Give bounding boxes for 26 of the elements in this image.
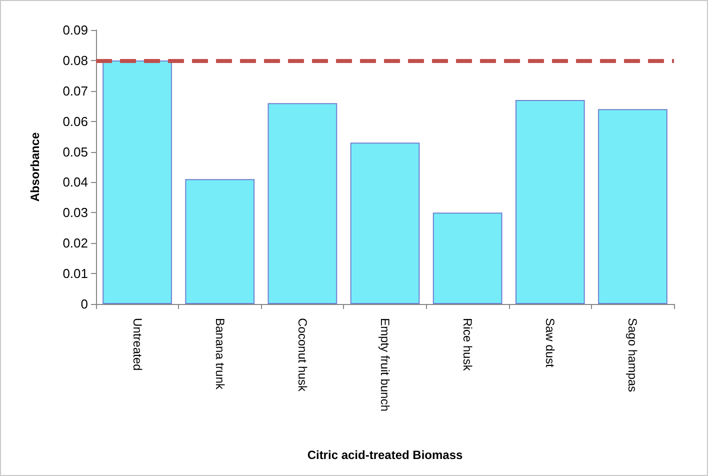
bar <box>515 100 585 304</box>
x-tick-label: Coconut husk <box>295 318 310 392</box>
y-tick-label: 0.09 <box>62 22 88 38</box>
y-tick-label: 0.08 <box>62 52 88 68</box>
y-axis-title: Absorbance <box>28 132 42 202</box>
y-tick-label: 0.06 <box>62 114 88 129</box>
y-tick-label: 0.03 <box>62 205 88 220</box>
bar <box>268 103 338 304</box>
x-axis-title: Citric acid-treated Biomass <box>307 448 464 462</box>
y-tick-label: 0.01 <box>62 266 88 282</box>
bar <box>102 60 172 304</box>
y-tick-label: 0.05 <box>62 144 88 160</box>
x-tick-label: Rice husk <box>460 318 475 372</box>
bar <box>432 212 502 304</box>
bar <box>185 179 255 304</box>
y-tick-label: 0 <box>80 296 88 312</box>
y-tick-label: 0.07 <box>62 83 88 98</box>
x-tick-label: Untreated <box>130 318 144 371</box>
x-tick-label: Sago hampas <box>626 318 640 392</box>
y-tick-label: 0.04 <box>62 174 88 190</box>
bar <box>598 109 668 304</box>
x-tick-label: Banana trunk <box>212 318 227 390</box>
x-tick-label: Saw dust <box>543 318 558 368</box>
x-tick-label: Empty fruit bunch <box>378 318 392 412</box>
bar <box>350 142 420 304</box>
y-tick-label: 0.02 <box>62 236 88 251</box>
